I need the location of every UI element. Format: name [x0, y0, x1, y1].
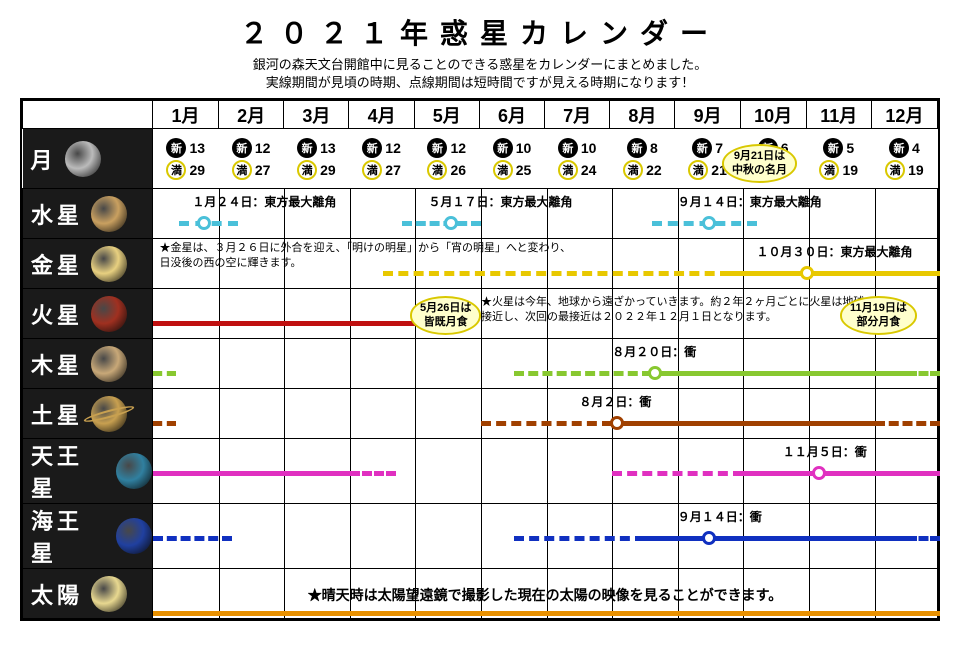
moon-dates: 新13満29 [153, 129, 219, 189]
moon-icon [65, 141, 101, 177]
callout: 5月26日は皆既月食 [410, 296, 481, 334]
event-label: ８月２０日：衝 [612, 343, 696, 360]
event-label: １１月５日：衝 [783, 443, 867, 460]
planet-label: 月 [31, 143, 57, 175]
month-header: 9月 [675, 101, 740, 129]
mars-icon [91, 296, 127, 332]
planet-label: 土星 [31, 398, 83, 430]
timeline-cell: ８月２０日：衝 [153, 339, 938, 389]
subtitle: 銀河の森天文台開館中に見ることのできる惑星をカレンダーにまとめました。 実線期間… [20, 56, 940, 92]
event-label: ８月２日：衝 [579, 393, 651, 410]
timeline-cell: ★晴天時は太陽望遠鏡で撮影した現在の太陽の映像を見ることができます。 [153, 569, 938, 619]
planet-row-venus: 金星 １０月３０日：東方最大離角 ★金星は、３月２６日に外合を迎え、「明けの明星」か… [23, 239, 938, 289]
planet-label: 天王星 [31, 439, 108, 503]
moon-dates: 新12満27 [219, 129, 284, 189]
event-marker [702, 531, 716, 545]
timeline-cell: １月２４日：東方最大離角 ５月１７日：東方最大離角 ９月１４日：東方最大離角 [153, 189, 938, 239]
event-label: ９月１４日：衝 [678, 508, 762, 525]
event-marker [648, 366, 662, 380]
month-header: 11月 [806, 101, 871, 129]
event-label: ５月１７日：東方最大離角 [429, 193, 573, 210]
planet-row-mercury: 水星 １月２４日：東方最大離角 ５月１７日：東方最大離角 ９月１４日：東方最大離角 [23, 189, 938, 239]
venus-icon [91, 246, 127, 282]
month-header: 4月 [349, 101, 414, 129]
saturn-icon [91, 396, 127, 432]
header-row: 1月2月3月4月5月6月7月8月9月10月11月12月 [23, 101, 938, 129]
month-header: 12月 [871, 101, 937, 129]
event-marker [800, 266, 814, 280]
event-marker [702, 216, 716, 230]
event-label: １０月３０日：東方最大離角 [757, 243, 913, 260]
uranus-icon [116, 453, 152, 489]
timeline-cell: ８月２日：衝 [153, 389, 938, 439]
planet-row-neptune: 海王星 ９月１４日：衝 [23, 504, 938, 569]
month-header: 2月 [219, 101, 284, 129]
moon-dates: 新10満24 [545, 129, 610, 189]
planet-row-uranus: 天王星 １１月５日：衝 [23, 439, 938, 504]
month-header: 3月 [284, 101, 349, 129]
month-header: 5月 [414, 101, 479, 129]
event-label: １月２４日：東方最大離角 [192, 193, 336, 210]
row-note: ★金星は、３月２６日に外合を迎え、「明けの明星」から「宵の明星」へと変わり、 日… [160, 241, 572, 270]
sun-icon [91, 576, 127, 612]
planet-label: 金星 [31, 248, 83, 280]
moon-dates: 新8満22 [610, 129, 675, 189]
sun-footer-note: ★晴天時は太陽望遠鏡で撮影した現在の太陽の映像を見ることができます。 [153, 575, 937, 615]
moon-dates: 新12満27 [349, 129, 414, 189]
page-title: ２０２１年惑星カレンダー [20, 12, 940, 52]
mercury-icon [91, 196, 127, 232]
timeline-cell: １０月３０日：東方最大離角 ★金星は、３月２６日に外合を迎え、「明けの明星」から「… [153, 239, 938, 289]
calendar-table: 9月21日は中秋の名月 5月26日は皆既月食 11月19日は部分月食 1月2月3月4… [20, 98, 940, 621]
callout: 11月19日は部分月食 [840, 296, 917, 334]
callout: 9月21日は中秋の名月 [722, 144, 797, 182]
moon-dates: 新12満26 [414, 129, 479, 189]
planet-label: 水星 [31, 198, 83, 230]
month-header: 1月 [153, 101, 219, 129]
event-marker [197, 216, 211, 230]
month-header: 6月 [479, 101, 544, 129]
timeline-cell: １１月５日：衝 [153, 439, 938, 504]
event-marker [812, 466, 826, 480]
neptune-icon [116, 518, 152, 554]
month-header: 7月 [545, 101, 610, 129]
planet-row-sun: 太陽 ★晴天時は太陽望遠鏡で撮影した現在の太陽の映像を見ることができます。 [23, 569, 938, 619]
moon-dates: 新10満25 [479, 129, 544, 189]
timeline-cell: ９月１４日：衝 [153, 504, 938, 569]
event-marker [444, 216, 458, 230]
month-header: 10月 [740, 101, 806, 129]
planet-row-jupiter: 木星 ８月２０日：衝 [23, 339, 938, 389]
event-label: ９月１４日：東方最大離角 [678, 193, 822, 210]
moon-dates: 新5満19 [806, 129, 871, 189]
planet-label: 海王星 [31, 504, 108, 568]
moon-dates: 新4満19 [871, 129, 937, 189]
planet-label: 太陽 [31, 578, 83, 610]
jupiter-icon [91, 346, 127, 382]
planet-row-moon: 月新13満29新12満27新13満29新12満27新12満26新10満25新10… [23, 129, 938, 189]
timeline-cell: ★火星は今年、地球から遠ざかっていきます。約２年２ヶ月ごとに火星は地球へ 接近し… [153, 289, 938, 339]
month-header: 8月 [610, 101, 675, 129]
moon-dates: 新13満29 [284, 129, 349, 189]
planet-label: 木星 [31, 348, 83, 380]
planet-label: 火星 [31, 298, 83, 330]
planet-row-saturn: 土星 ８月２日：衝 [23, 389, 938, 439]
